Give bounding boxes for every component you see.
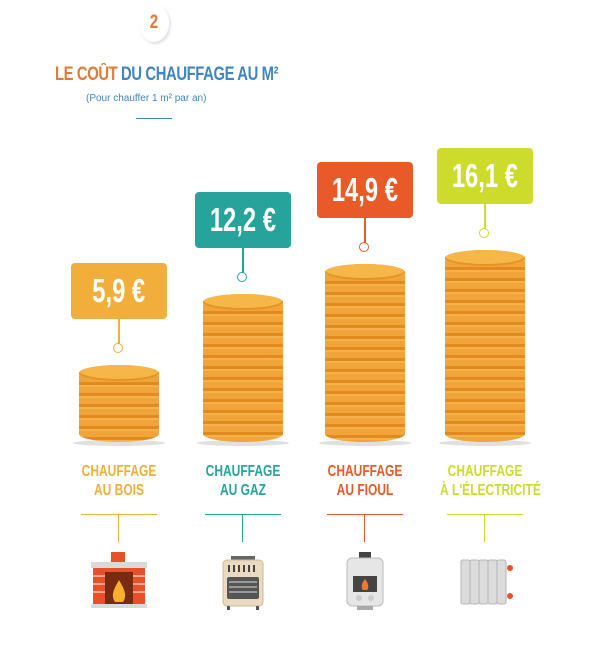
value-label: 12,2 € [195, 192, 291, 248]
value-text: 16,1 € [451, 157, 519, 194]
value-text: 12,2 € [209, 201, 277, 238]
connector-line [242, 248, 244, 274]
stack-shadow [439, 440, 531, 446]
category-label: CHAUFFAGE AU GAZ [183, 462, 303, 500]
gas-heater-icon [213, 550, 273, 612]
chart-column: 16,1 € CHAUFFAGE À L'ÉLECTRICITÉ [425, 0, 545, 663]
chart-column: 12,2 € CHAUFFAGE AU GAZ [183, 0, 303, 663]
title-accent: LE COÛT [55, 64, 118, 85]
divider-stem [484, 514, 485, 542]
divider [327, 514, 403, 515]
connector-dot [479, 228, 489, 238]
title-rest: DU CHAUFFAGE AU M² [117, 64, 279, 85]
coin-stack-bar [79, 365, 159, 442]
radiator-icon [455, 550, 515, 612]
stack-shadow [319, 440, 411, 446]
subtitle: (Pour chauffer 1 m² par an) [86, 93, 207, 104]
divider-stem [364, 514, 365, 542]
category-label-line: AU FIOUL [336, 482, 394, 499]
category-label: CHAUFFAGE AU BOIS [59, 462, 179, 500]
connector-line [118, 319, 120, 345]
category-label: CHAUFFAGE À L'ÉLECTRICITÉ [425, 462, 545, 500]
category-label-line: CHAUFFAGE [205, 463, 281, 480]
chart-column: 14,9 € CHAUFFAGE AU FIOUL [305, 0, 425, 663]
coin-stack-bar [445, 250, 525, 442]
connector-dot [113, 343, 123, 353]
connector-line [364, 218, 366, 244]
step-number-badge: 2 [138, 4, 170, 42]
value-label: 5,9 € [71, 263, 167, 319]
value-label: 16,1 € [437, 148, 533, 204]
value-text: 5,9 € [92, 272, 146, 309]
category-label-line: AU BOIS [93, 482, 144, 499]
category-label-line: À L'ÉLECTRICITÉ [440, 482, 541, 499]
oil-boiler-icon [335, 550, 395, 612]
divider [447, 514, 523, 515]
divider-stem [118, 514, 119, 542]
chart-column: 5,9 € CHAUFFAGE AU BOIS [59, 0, 179, 663]
category-label-line: AU GAZ [219, 482, 266, 499]
connector-dot [359, 242, 369, 252]
category-label-line: CHAUFFAGE [327, 463, 403, 480]
divider-stem [242, 514, 243, 542]
connector-line [484, 204, 486, 230]
value-label: 14,9 € [317, 162, 413, 218]
divider [205, 514, 281, 515]
divider [81, 514, 157, 515]
category-label-line: CHAUFFAGE [81, 463, 157, 480]
category-label-line: CHAUFFAGE [447, 463, 523, 480]
value-text: 14,9 € [331, 171, 399, 208]
fireplace-icon [89, 550, 149, 612]
title-divider [136, 118, 172, 119]
connector-dot [237, 272, 247, 282]
page-title: LE COÛT DU CHAUFFAGE AU M² [55, 64, 279, 86]
coin-stack-bar [325, 264, 405, 442]
coin-stack-bar [203, 294, 283, 442]
category-label: CHAUFFAGE AU FIOUL [305, 462, 425, 500]
stack-shadow [73, 440, 165, 446]
stack-shadow [197, 440, 289, 446]
